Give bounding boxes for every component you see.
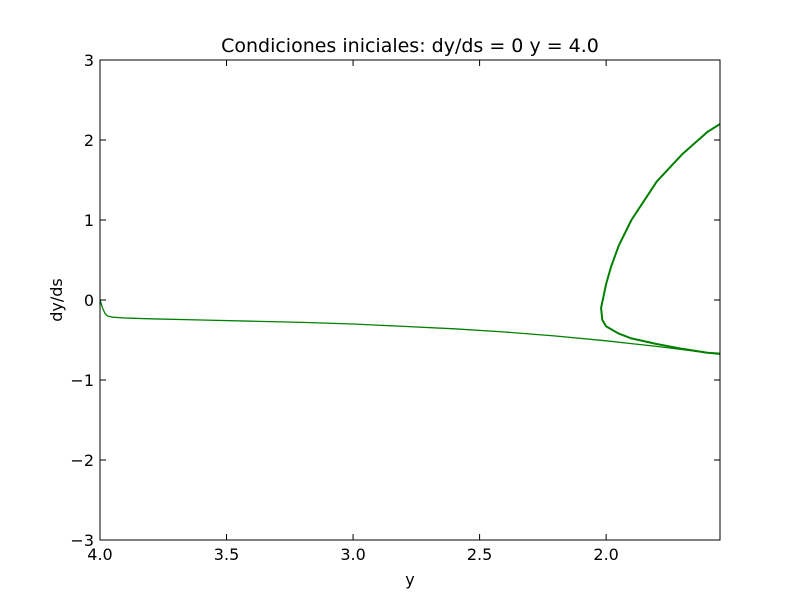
series-line-closed-loop <box>600 123 720 355</box>
y-tick-label: 1 <box>84 211 94 230</box>
plot-area <box>100 123 720 356</box>
y-axis-label: dy/ds <box>47 278 66 322</box>
x-tick-label: 3.5 <box>214 545 239 564</box>
series-line-trajectory <box>100 299 720 356</box>
x-tick-label: 3.0 <box>340 545 365 564</box>
y-tick-label: −3 <box>70 531 94 550</box>
x-axis-label: y <box>405 570 414 589</box>
chart-title: Condiciones iniciales: dy/ds = 0 y = 4.0 <box>221 35 599 57</box>
axis-ticks: 4.0 3.5 3.0 2.5 2.0 3 2 1 0 −1 −2 −3 <box>70 51 720 564</box>
x-tick-label: 2.0 <box>593 545 618 564</box>
x-tick-label: 4.0 <box>87 545 112 564</box>
x-tick-label: 2.5 <box>467 545 492 564</box>
y-tick-label: 0 <box>84 291 94 310</box>
plot-frame <box>99 59 721 541</box>
y-tick-label: 3 <box>84 51 94 70</box>
y-tick-label: −2 <box>70 451 94 470</box>
y-tick-label: 2 <box>84 131 94 150</box>
y-tick-label: −1 <box>70 371 94 390</box>
